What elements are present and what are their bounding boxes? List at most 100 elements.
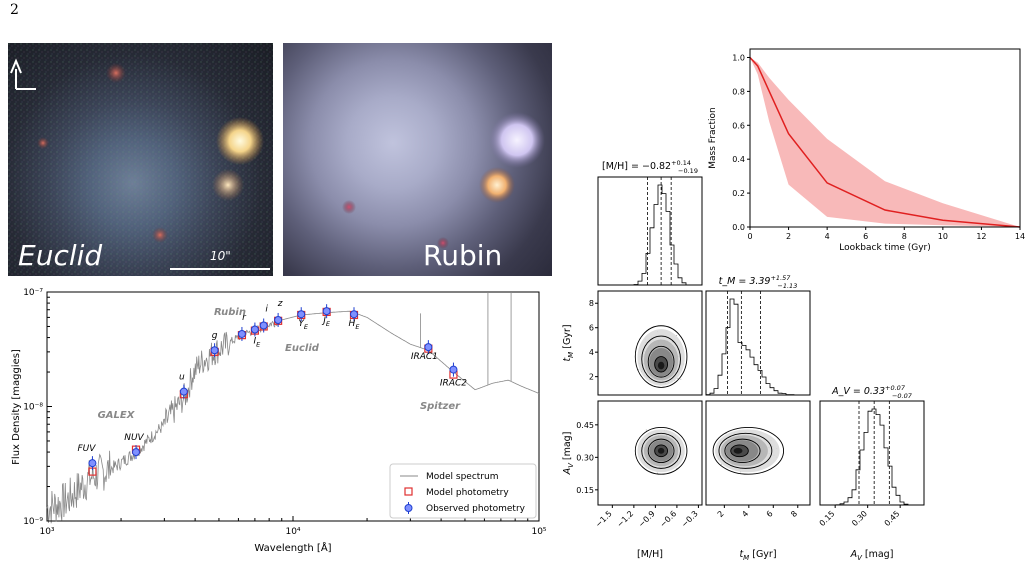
band-label: YE (298, 319, 309, 331)
sed-xlabel: Wavelength [Å] (254, 541, 331, 554)
sfh-xtick-label: 0 (747, 232, 752, 241)
band-label: g (212, 331, 218, 341)
sed-ytick-label: 10⁻⁹ (23, 517, 43, 527)
band-label: HE (349, 319, 361, 331)
legend-model-spectrum: Model spectrum (426, 472, 498, 482)
hist-av (820, 408, 924, 506)
sfh-ytick-label: 0.6 (732, 121, 745, 130)
sed-legend: Model spectrum Model photometry Observed… (389, 463, 537, 519)
sed-ytick-label: 10⁻⁷ (23, 288, 43, 298)
legend-model-photometry: Model photometry (426, 488, 509, 498)
corner-xtick-label: 6 (765, 509, 775, 519)
band-label: u (179, 373, 185, 383)
band-label: z (277, 299, 283, 309)
corner-xtick-label: 2 (716, 509, 726, 519)
corner-ytick-label: 2 (589, 373, 594, 382)
band-label: i (265, 304, 268, 314)
band-label: IRAC2 (440, 379, 467, 389)
corner-xlabel-mh: [M/H] (637, 549, 663, 560)
sfh-xtick-label: 12 (976, 232, 986, 241)
corner-av-vs-tm-frame (705, 400, 811, 506)
band-label: IRAC1 (411, 352, 438, 362)
density-av-vs-tm (712, 426, 785, 475)
corner-xtick-label: 0.15 (818, 509, 837, 528)
sfh-confidence-band (750, 57, 1020, 227)
sfh-xlabel: Lookback time (Gyr) (839, 243, 931, 253)
sed-ylabel: Flux Density [maggies] (11, 349, 22, 465)
sed-xtick-label: 10⁵ (531, 527, 546, 537)
observed-photometry-point (259, 318, 268, 333)
observed-photometry-point (131, 445, 140, 460)
observed-photometry-point (210, 343, 219, 358)
corner-xtick-label: −1.5 (594, 509, 614, 529)
rubin-image: Rubin g,r,i (283, 43, 552, 276)
corner-xlabel-tm: tM [Gyr] (739, 549, 776, 562)
band-label: NUV (124, 433, 144, 443)
observed-photometry-point (274, 312, 283, 327)
sfh-ytick-label: 0.0 (732, 223, 745, 232)
euclid-image-features (8, 43, 273, 276)
corner-ytick-label: 0.30 (576, 453, 594, 462)
sfh-xtick-label: 4 (825, 232, 830, 241)
corner-ytick-label: 4 (589, 348, 594, 357)
observed-photometry-point (350, 307, 359, 322)
corner-ylabel-tm: tM [Gyr] (562, 324, 575, 361)
corner-xtick-label: −0.6 (658, 509, 678, 529)
page-number: 2 (10, 2, 19, 18)
survey-label-galex: GALEX (98, 410, 136, 421)
corner-av-vs-mh-frame (597, 400, 703, 506)
corner-ytick-label: 8 (589, 299, 594, 308)
density-tm-vs-mh (634, 325, 688, 388)
band-label: JE (321, 316, 331, 328)
corner-ytick-label: 0.15 (576, 486, 594, 495)
survey-label-spitzer: Spitzer (420, 401, 461, 412)
observed-photometry-point (424, 340, 433, 355)
sfh-ytick-label: 1.0 (732, 53, 745, 62)
corner-title-mh: [M/H] = −0.82+0.14 −0.19 (602, 159, 698, 175)
sed-chart: FUV NUV u g r IE iz YE JE HE IRAC1 IRAC2 10⁻⁹ 10⁻⁸ 10… (11, 288, 547, 554)
scale-bar-label: 10" (210, 249, 231, 263)
corner-xtick-label: 0.30 (850, 509, 869, 528)
observed-photometry-point (449, 362, 458, 377)
survey-label-euclid: Euclid (285, 343, 320, 354)
hist-tm (705, 298, 810, 396)
bright-star (489, 112, 545, 168)
sfh-xtick-label: 14 (1015, 232, 1025, 241)
observed-photometry-point (179, 384, 188, 399)
bright-star (216, 117, 264, 165)
corner-xtick-label: 4 (740, 509, 750, 519)
observed-photometry-point (237, 326, 246, 341)
density-av-vs-mh (634, 426, 688, 475)
sfh-plot-frame (749, 48, 1021, 228)
corner-hist-av-frame (819, 400, 925, 506)
corner-ylabel-av: AV [mag] (562, 432, 575, 476)
corner-hist-mh-frame (597, 176, 703, 286)
sed-xtick-label: 10⁴ (285, 527, 300, 537)
rubin-image-features (342, 112, 545, 249)
sfh-xtick-label: 8 (902, 232, 907, 241)
sfh-ylabel: Mass Fraction (708, 107, 718, 168)
sed-xtick-label: 10³ (39, 527, 54, 537)
hist-mh (598, 184, 702, 286)
corner-hist-tm-frame (705, 290, 811, 396)
sfh-xtick-label: 10 (938, 232, 948, 241)
observed-photometry-point (297, 307, 306, 322)
secondary-star (479, 167, 515, 203)
sfh-ytick-label: 0.4 (732, 155, 745, 164)
corner-xtick-label: −0.9 (637, 509, 657, 529)
euclid-image: Euclid 10" (8, 43, 273, 276)
observed-photometry-point (250, 322, 259, 337)
corner-ytick-label: 0.45 (576, 421, 594, 430)
euclid-label: Euclid (18, 239, 103, 272)
secondary-star (212, 169, 244, 201)
sfh-xtick-label: 6 (863, 232, 868, 241)
observed-photometry-point (322, 304, 331, 319)
corner-xtick-label: 8 (789, 509, 799, 519)
corner-title-tm: t_M = 3.39+1.57 −1.13 (719, 274, 798, 290)
corner-xtick-label: −1.2 (615, 509, 635, 529)
legend-observed-photometry: Observed photometry (426, 504, 526, 514)
band-label: FUV (77, 444, 96, 454)
survey-label-rubin: Rubin (214, 307, 246, 318)
mass-fraction-chart: 0 2 4 6 8 10 12 14 0.0 0.2 0.4 0.6 0.8 1.0 Lookback t… (708, 48, 1025, 253)
sed-ytick-label: 10⁻⁸ (23, 403, 43, 413)
